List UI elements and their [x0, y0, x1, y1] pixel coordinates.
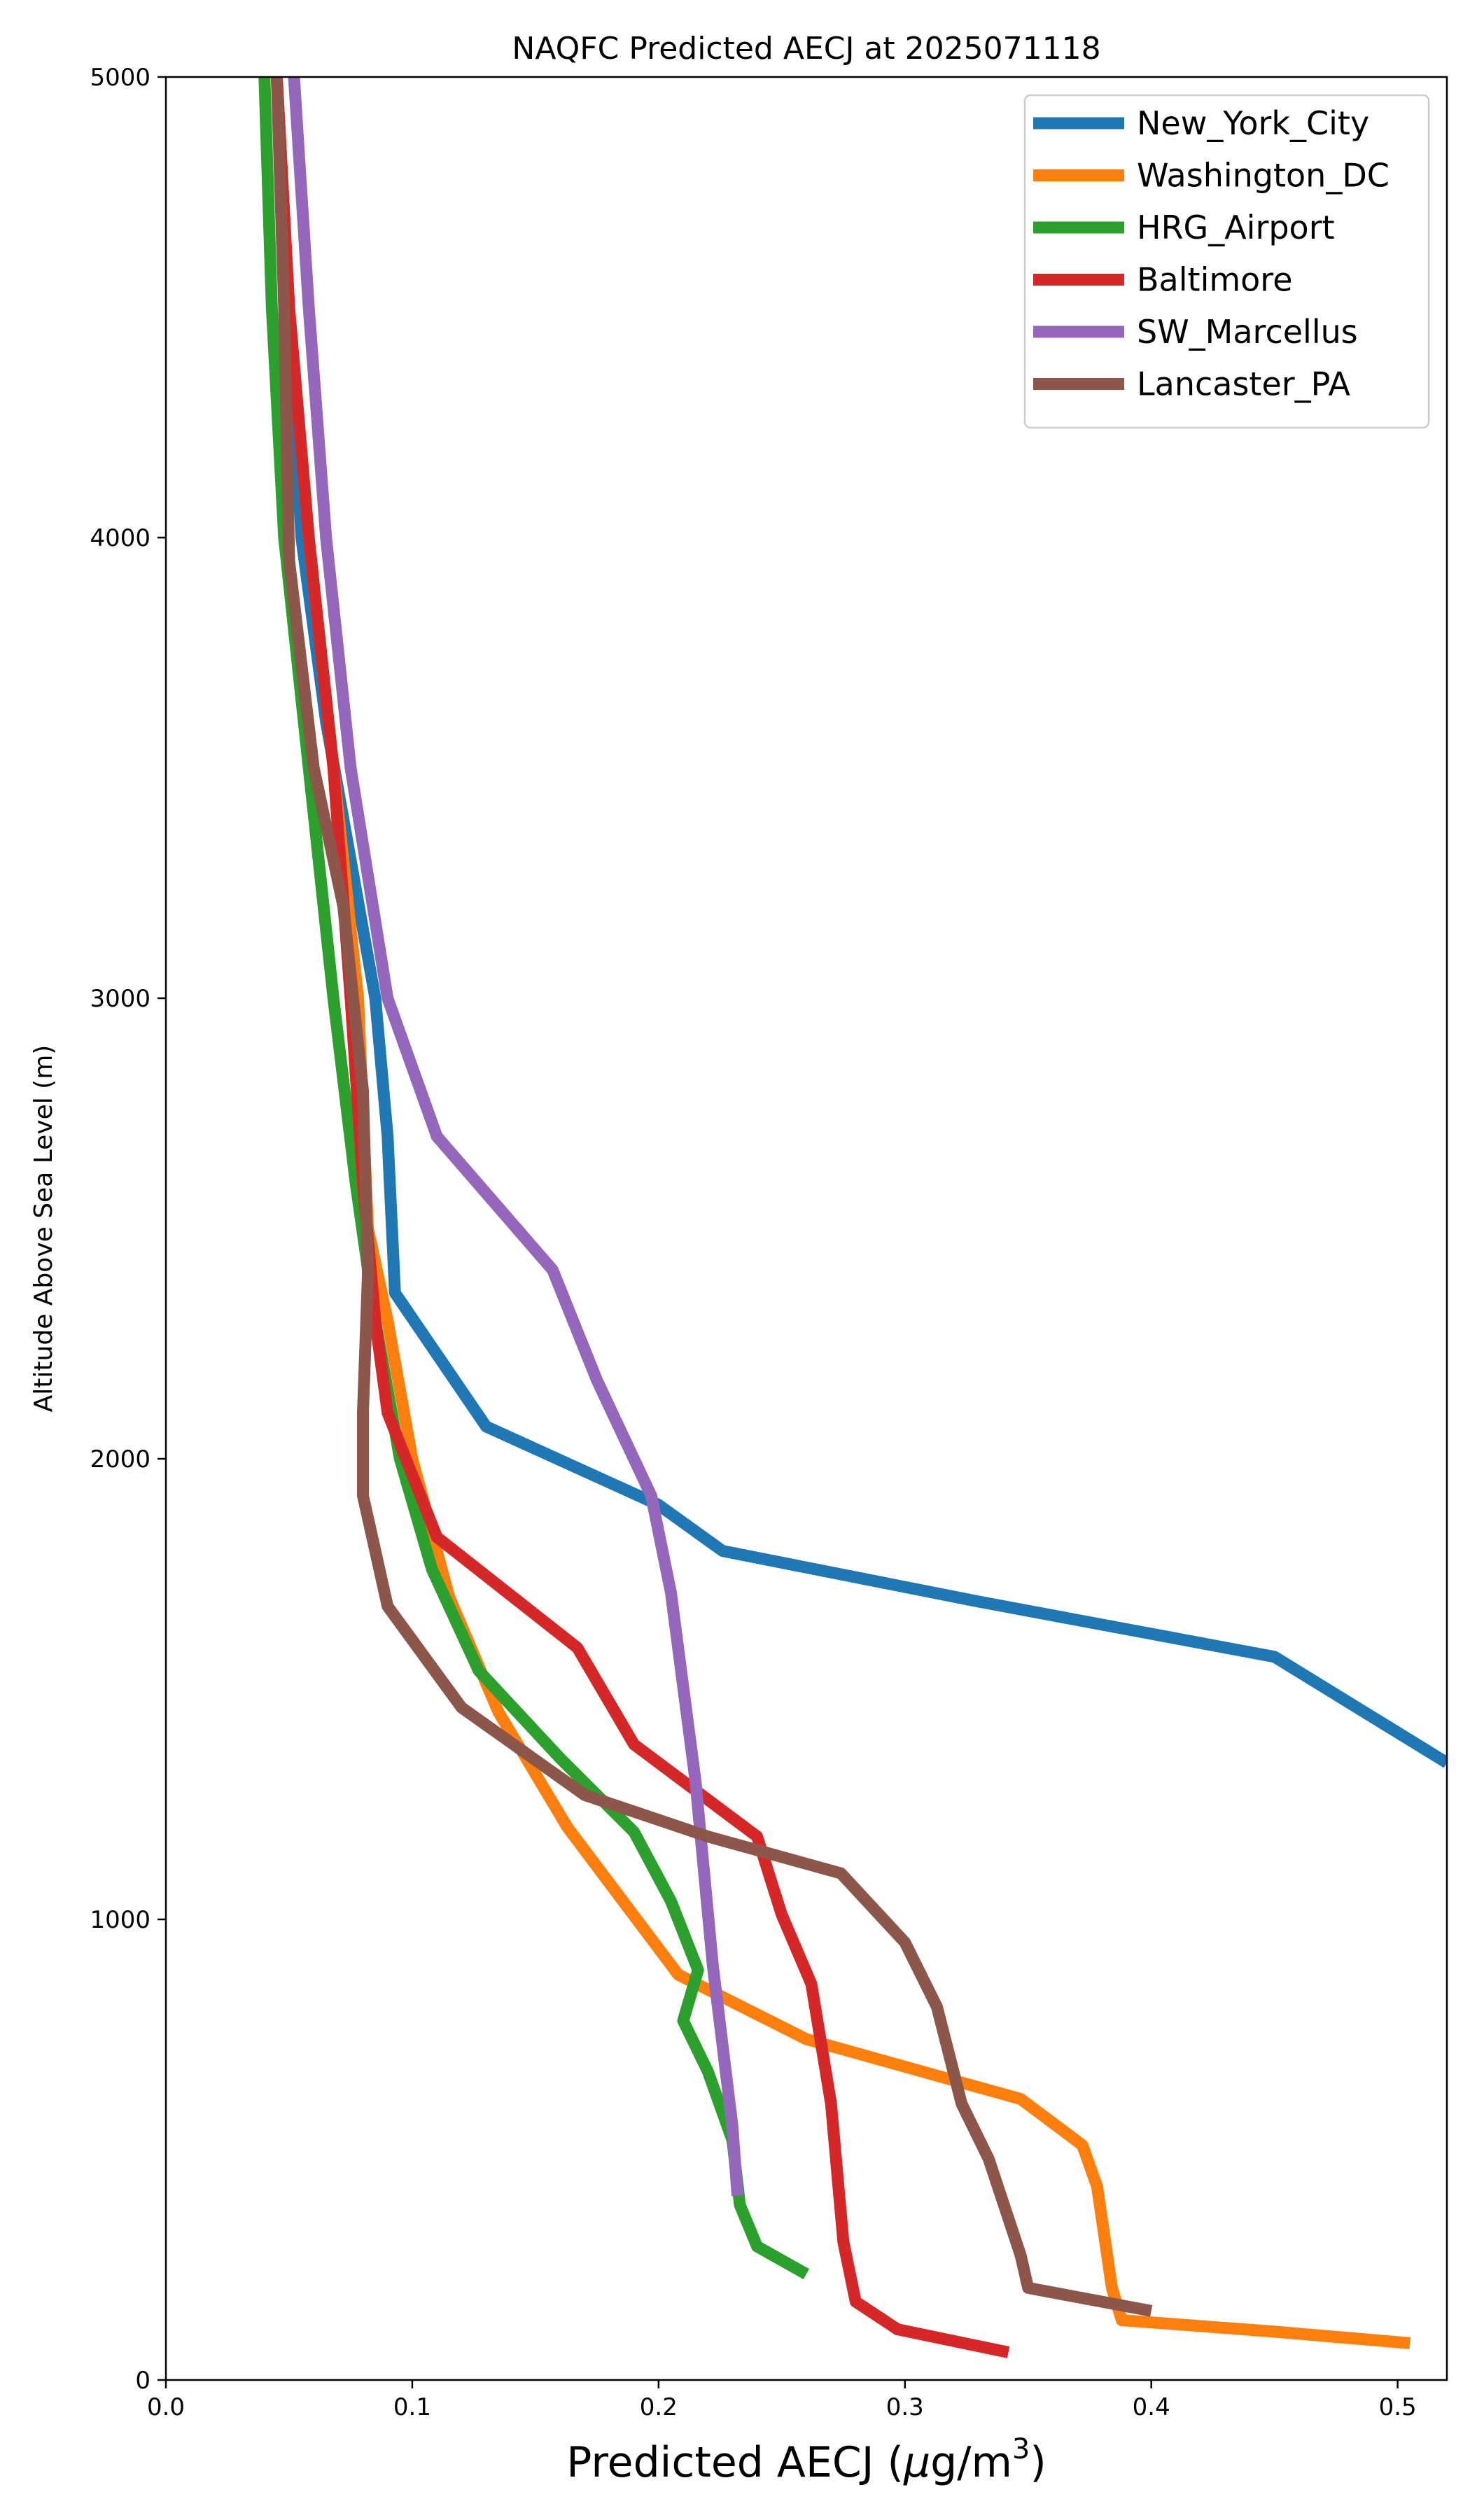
y-axis-label: Altitude Above Sea Level (m): [29, 1045, 58, 1413]
x-tick-label: 0.3: [886, 2393, 924, 2421]
series-line-lancaster-pa: [270, 77, 1153, 2317]
chart-title: NAQFC Predicted AECJ at 2025071118: [512, 31, 1100, 66]
series-line-sw-marcellus: [288, 77, 743, 2197]
x-tick-label: 0.5: [1379, 2393, 1417, 2421]
x-axis: 0.0 0.1 0.2 0.3 0.4 0.5: [147, 2380, 1417, 2421]
legend-label: SW_Marcellus: [1137, 313, 1358, 351]
x-axis-label-exponent: 3: [1012, 2433, 1030, 2465]
x-axis-label-unit: g/m: [930, 2438, 1012, 2487]
x-tick-label: 0.1: [393, 2393, 431, 2421]
series-layer: [258, 77, 1447, 2358]
series-line-new-york-city: [270, 77, 1447, 1768]
legend-label: New_York_City: [1137, 104, 1369, 142]
legend-label: HRG_Airport: [1137, 209, 1335, 246]
legend-label: Baltimore: [1137, 261, 1293, 299]
legend-box: [1023, 94, 1430, 429]
y-axis: 0 1000 2000 3000 4000 5000: [90, 64, 166, 2395]
x-axis-label-prefix: Predicted AECJ (: [566, 2438, 904, 2487]
x-axis-label-mu: μ: [903, 2438, 930, 2487]
x-tick-label: 0.0: [147, 2393, 185, 2421]
y-tick-label: 0: [135, 2367, 150, 2395]
x-axis-label: Predicted AECJ (μg/m3): [566, 2433, 1046, 2487]
x-tick-label: 0.4: [1133, 2393, 1170, 2421]
y-tick-label: 2000: [90, 1446, 150, 1474]
x-axis-label-suffix: ): [1030, 2438, 1046, 2487]
series-line-baltimore: [270, 77, 1010, 2358]
y-tick-label: 3000: [90, 985, 150, 1013]
y-tick-label: 1000: [90, 1906, 150, 1934]
plot-frame: [164, 76, 1448, 2381]
legend-label: Lancaster_PA: [1137, 365, 1350, 403]
legend-label: Washington_DC: [1137, 157, 1390, 195]
y-tick-label: 4000: [90, 524, 150, 552]
legend: New_York_City Washington_DC HRG_Airport Bal…: [1023, 94, 1430, 429]
x-tick-label: 0.2: [640, 2393, 678, 2421]
y-tick-label: 5000: [90, 64, 150, 92]
plot-area: [164, 76, 1448, 2381]
